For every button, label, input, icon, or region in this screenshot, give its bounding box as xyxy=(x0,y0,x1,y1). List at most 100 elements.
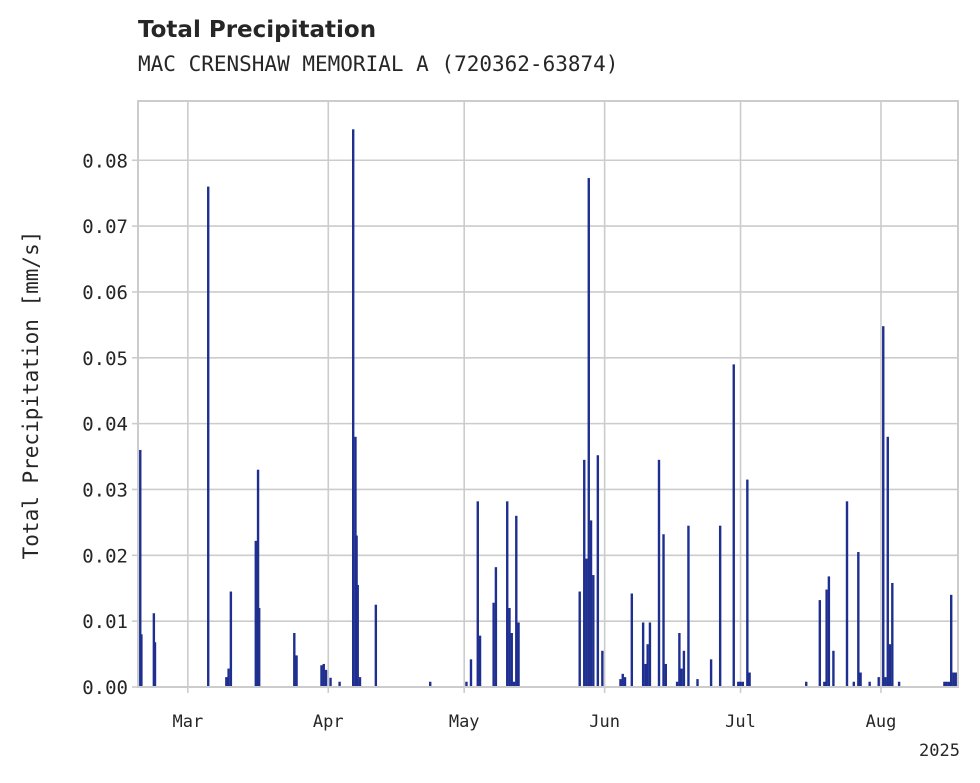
precipitation-bar xyxy=(227,668,230,687)
x-tick-label: Jun xyxy=(589,712,620,732)
y-tick-label: 0.04 xyxy=(82,414,128,436)
precipitation-bar xyxy=(476,501,479,687)
axes-frame xyxy=(137,100,959,688)
precipitation-bar xyxy=(954,672,957,687)
precipitation-bar xyxy=(225,677,228,687)
precipitation-bar xyxy=(324,669,328,687)
precipitation-bar xyxy=(320,665,323,687)
precipitation-bar xyxy=(601,650,604,687)
precipitation-bar xyxy=(578,591,581,687)
precipitation-bar xyxy=(868,681,871,687)
precipitation-bar xyxy=(825,589,828,687)
precipitation-bar xyxy=(823,681,826,687)
precipitation-bar xyxy=(662,534,665,687)
precipitation-bar xyxy=(465,681,468,687)
precipitation-bar xyxy=(329,677,332,687)
precipitation-bar xyxy=(748,672,751,687)
chart-subtitle: MAC CRENSHAW MEMORIAL A (720362-63874) xyxy=(138,52,619,76)
precipitation-bar xyxy=(623,677,627,687)
precipitation-bar xyxy=(682,650,686,687)
precipitation-bar xyxy=(517,622,520,687)
precipitation-bar xyxy=(254,540,257,687)
plot-frame xyxy=(137,100,959,688)
precipitation-bar xyxy=(952,672,955,687)
precipitation-bar xyxy=(644,663,647,687)
x-tick-label: Apr xyxy=(313,712,344,732)
precipitation-bar xyxy=(886,436,889,687)
precipitation-bar xyxy=(687,525,690,687)
precipitation-bar xyxy=(207,186,210,687)
y-tick-label: 0.03 xyxy=(82,479,128,501)
precipitation-bar xyxy=(510,633,513,687)
y-tick-label: 0.07 xyxy=(82,216,128,238)
precipitation-bar xyxy=(587,178,590,687)
y-tick-label: 0.06 xyxy=(82,282,128,304)
precipitation-bar xyxy=(859,672,862,687)
precipitation-bar xyxy=(229,591,233,687)
precipitation-bar xyxy=(950,594,953,687)
precipitation-bar xyxy=(696,679,699,687)
precipitation-bar xyxy=(818,600,822,687)
precipitation-bar xyxy=(805,681,808,687)
precipitation-bar xyxy=(506,501,509,687)
x-tick-label: Mar xyxy=(172,712,203,732)
y-tick-label: 0.01 xyxy=(82,611,128,633)
precipitation-bar xyxy=(374,604,378,687)
precipitation-bar xyxy=(494,567,498,687)
y-tick-label: 0.00 xyxy=(82,677,128,699)
precipitation-bar xyxy=(153,642,157,687)
precipitation-bar xyxy=(648,622,652,687)
precipitation-bar xyxy=(947,681,951,687)
grid xyxy=(138,101,958,688)
precipitation-bar xyxy=(619,679,622,687)
precipitation-bar xyxy=(897,681,901,687)
precipitation-bar xyxy=(884,677,887,687)
precipitation-bar xyxy=(657,459,661,687)
precipitation-bar xyxy=(845,501,849,687)
precipitation-bar xyxy=(741,681,745,687)
y-tick-label: 0.08 xyxy=(82,150,128,172)
precipitation-bar xyxy=(827,576,831,687)
precipitation-bar xyxy=(469,659,473,687)
precipitation-bar xyxy=(338,681,341,687)
precipitation-bar xyxy=(256,469,260,687)
x-axis-year-label: 2025 xyxy=(919,741,960,761)
precipitation-bar xyxy=(641,622,645,687)
precipitation-bar xyxy=(945,681,948,687)
bars xyxy=(139,129,957,687)
precipitation-bar xyxy=(508,607,511,687)
precipitation-bar xyxy=(888,644,892,687)
precipitation-bar xyxy=(943,681,946,687)
precipitation-bar xyxy=(718,525,722,687)
precipitation-bar xyxy=(478,635,482,687)
precipitation-bar xyxy=(583,459,586,687)
x-axis-ticks: Mar Apr May Jun Jul Aug xyxy=(172,687,896,732)
precipitation-bar xyxy=(589,520,593,687)
y-tick-label: 0.05 xyxy=(82,348,128,370)
precipitation-bar xyxy=(678,633,681,687)
precipitation-bar xyxy=(257,607,261,687)
precipitation-bar xyxy=(709,659,713,687)
x-tick-label: Aug xyxy=(866,712,897,732)
precipitation-bar xyxy=(140,634,143,687)
precipitation-bar xyxy=(739,681,742,687)
precipitation-bar xyxy=(680,668,683,687)
precipitation-bar xyxy=(891,582,894,687)
x-tick-label: Jul xyxy=(725,712,756,732)
y-axis-ticks: 0.00 0.01 0.02 0.03 0.04 0.05 0.06 0.07 0.08 xyxy=(82,150,138,699)
precipitation-bar xyxy=(351,129,355,687)
precipitation-bar xyxy=(356,584,359,687)
y-axis-label: Total Precipitation [mm/s] xyxy=(19,231,43,560)
precipitation-bar xyxy=(596,455,600,687)
precipitation-bar xyxy=(139,449,142,687)
precipitation-bar xyxy=(857,552,860,687)
precipitation-bar xyxy=(732,364,735,687)
precipitation-bar xyxy=(293,633,296,687)
precipitation-bar xyxy=(877,677,880,687)
precipitation-bar xyxy=(675,681,679,687)
precipitation-bar xyxy=(295,655,298,687)
precipitation-bar xyxy=(358,677,362,687)
x-tick-label: May xyxy=(449,712,480,732)
precipitation-bar xyxy=(737,681,740,687)
